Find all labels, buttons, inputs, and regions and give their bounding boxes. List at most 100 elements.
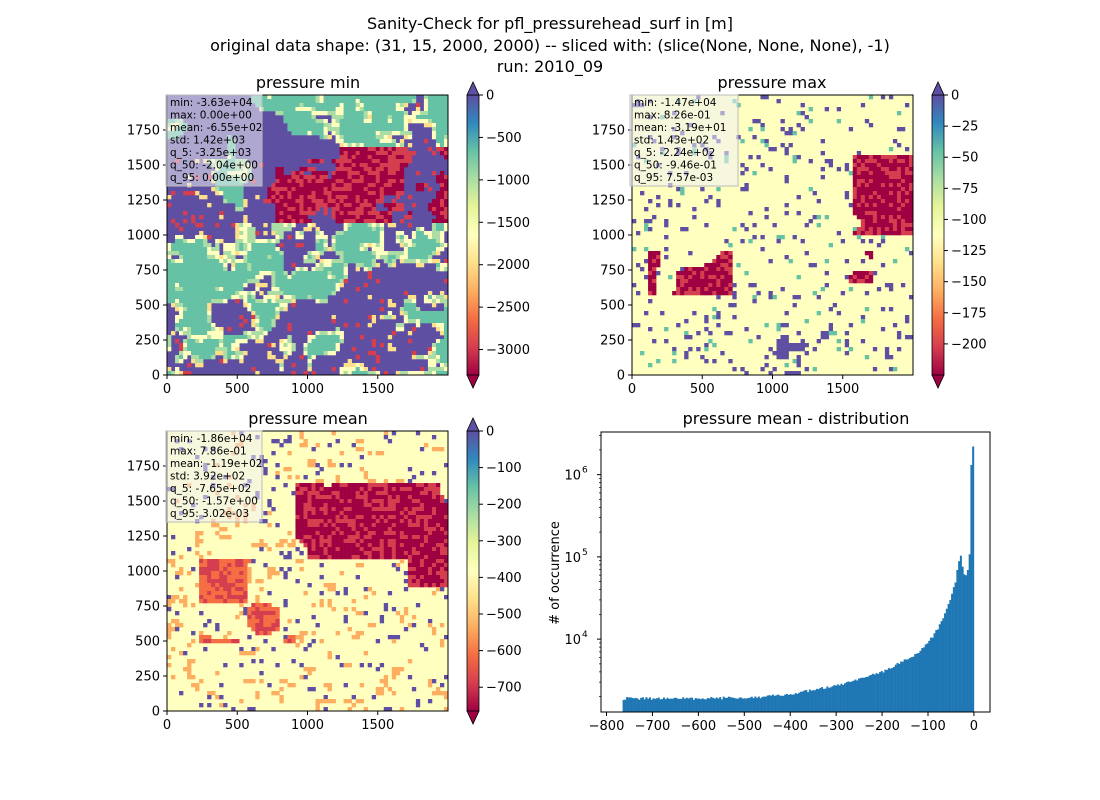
heatmap-cell [247, 227, 252, 232]
heatmap-cell [219, 599, 224, 604]
heatmap-cell [391, 515, 397, 520]
heatmap-cell [840, 239, 846, 244]
heatmap-cell [323, 99, 328, 104]
heatmap-cell [896, 195, 902, 200]
heatmap-cell [688, 279, 693, 284]
heatmap-cell [419, 259, 425, 264]
heatmap-cell [351, 191, 356, 196]
heatmap-cell [351, 111, 356, 116]
heatmap-cell [407, 195, 413, 200]
heatmap-cell [431, 551, 437, 556]
heatmap-cell [359, 255, 364, 260]
heatmap-cell [375, 99, 381, 104]
heatmap-cell [183, 303, 188, 308]
heatmap-cell [367, 515, 373, 520]
heatmap-cell [323, 183, 328, 188]
heatmap-cell [363, 239, 369, 244]
heatmap-cell [315, 107, 320, 112]
heatmap-cell [171, 619, 176, 624]
heatmap-cell [187, 311, 192, 316]
heatmap-cell [375, 547, 381, 552]
heatmap-cell [872, 231, 878, 236]
heatmap-cell [371, 315, 377, 320]
heatmap-cell [391, 115, 397, 120]
heatmap-cell [271, 311, 276, 316]
heatmap-cell [283, 483, 288, 488]
heatmap-cell [307, 495, 312, 500]
heatmap-cell [824, 271, 829, 276]
heatmap-cell [371, 523, 377, 528]
heatmap-cell [347, 199, 352, 204]
heatmap-cell [696, 287, 701, 292]
heatmap-cell [315, 271, 320, 276]
heatmap-cell [175, 307, 180, 312]
heatmap-cell [183, 287, 188, 292]
heatmap-cell [275, 315, 280, 320]
heatmap-cell [263, 271, 268, 276]
heatmap-cell [704, 267, 709, 272]
heatmap-cell [275, 191, 280, 196]
heatmap-cell [295, 115, 300, 120]
heatmap-cell [403, 127, 409, 132]
heatmap-cell [263, 319, 268, 324]
heatmap-cell [219, 267, 224, 272]
heatmap-cell [191, 283, 196, 288]
heatmap-cell [219, 279, 224, 284]
heatmap-cell [363, 103, 369, 108]
heatmap-cell [367, 487, 373, 492]
heatmap-cell [892, 139, 898, 144]
heatmap-cell [263, 95, 268, 100]
heatmap-cell [383, 527, 389, 532]
heatmap-cell [267, 351, 272, 356]
heatmap-cell [407, 575, 413, 580]
heatmap-cell [443, 343, 449, 348]
heatmap-cell [379, 251, 385, 256]
heatmap-cell [379, 215, 385, 220]
heatmap-cell [199, 303, 204, 308]
heatmap-cell [347, 531, 352, 536]
heatmap-cell [215, 291, 220, 296]
heatmap-cell [339, 215, 344, 220]
heatmap-cell [391, 507, 397, 512]
heatmap-cell [255, 607, 260, 612]
heatmap-cell [387, 151, 393, 156]
heatmap-cell [287, 327, 292, 332]
heatmap-cell [904, 199, 910, 204]
heatmap-cell [367, 127, 373, 132]
heatmap-cell [175, 575, 180, 580]
heatmap-cell [243, 599, 248, 604]
heatmap-cell [371, 239, 377, 244]
heatmap-cell [199, 599, 204, 604]
heatmap-cell [307, 179, 312, 184]
heatmap-cell [387, 135, 393, 140]
heatmap-cell [443, 307, 449, 312]
heatmap-cell [235, 235, 240, 240]
heatmap-cell [391, 555, 397, 560]
heatmap-cell [435, 131, 441, 136]
heatmap-cell [443, 215, 449, 220]
heatmap-cell [435, 243, 441, 248]
heatmap-cell [339, 539, 344, 544]
heatmap-cell [199, 347, 204, 352]
heatmap-cell [716, 279, 721, 284]
heatmap-cell [371, 623, 377, 628]
heatmap-cell [271, 355, 276, 360]
heatmap-cell [287, 555, 292, 560]
heatmap-cell [263, 467, 268, 472]
heatmap-cell [904, 187, 910, 192]
heatmap-cell [363, 199, 369, 204]
heatmap-cell [407, 583, 413, 588]
heatmap-cell [243, 215, 248, 220]
heatmap-cell [219, 275, 224, 280]
heatmap-cell [283, 287, 288, 292]
heatmap-cell [303, 295, 308, 300]
heatmap-cell [243, 291, 248, 296]
heatmap-cell [351, 495, 356, 500]
heatmap-cell [211, 351, 216, 356]
heatmap-cell [211, 279, 216, 284]
heatmap-cell [652, 271, 657, 276]
heatmap-cell [259, 315, 264, 320]
heatmap-cell [427, 571, 433, 576]
heatmap-cell [359, 523, 364, 528]
heatmap-cell [379, 139, 385, 144]
